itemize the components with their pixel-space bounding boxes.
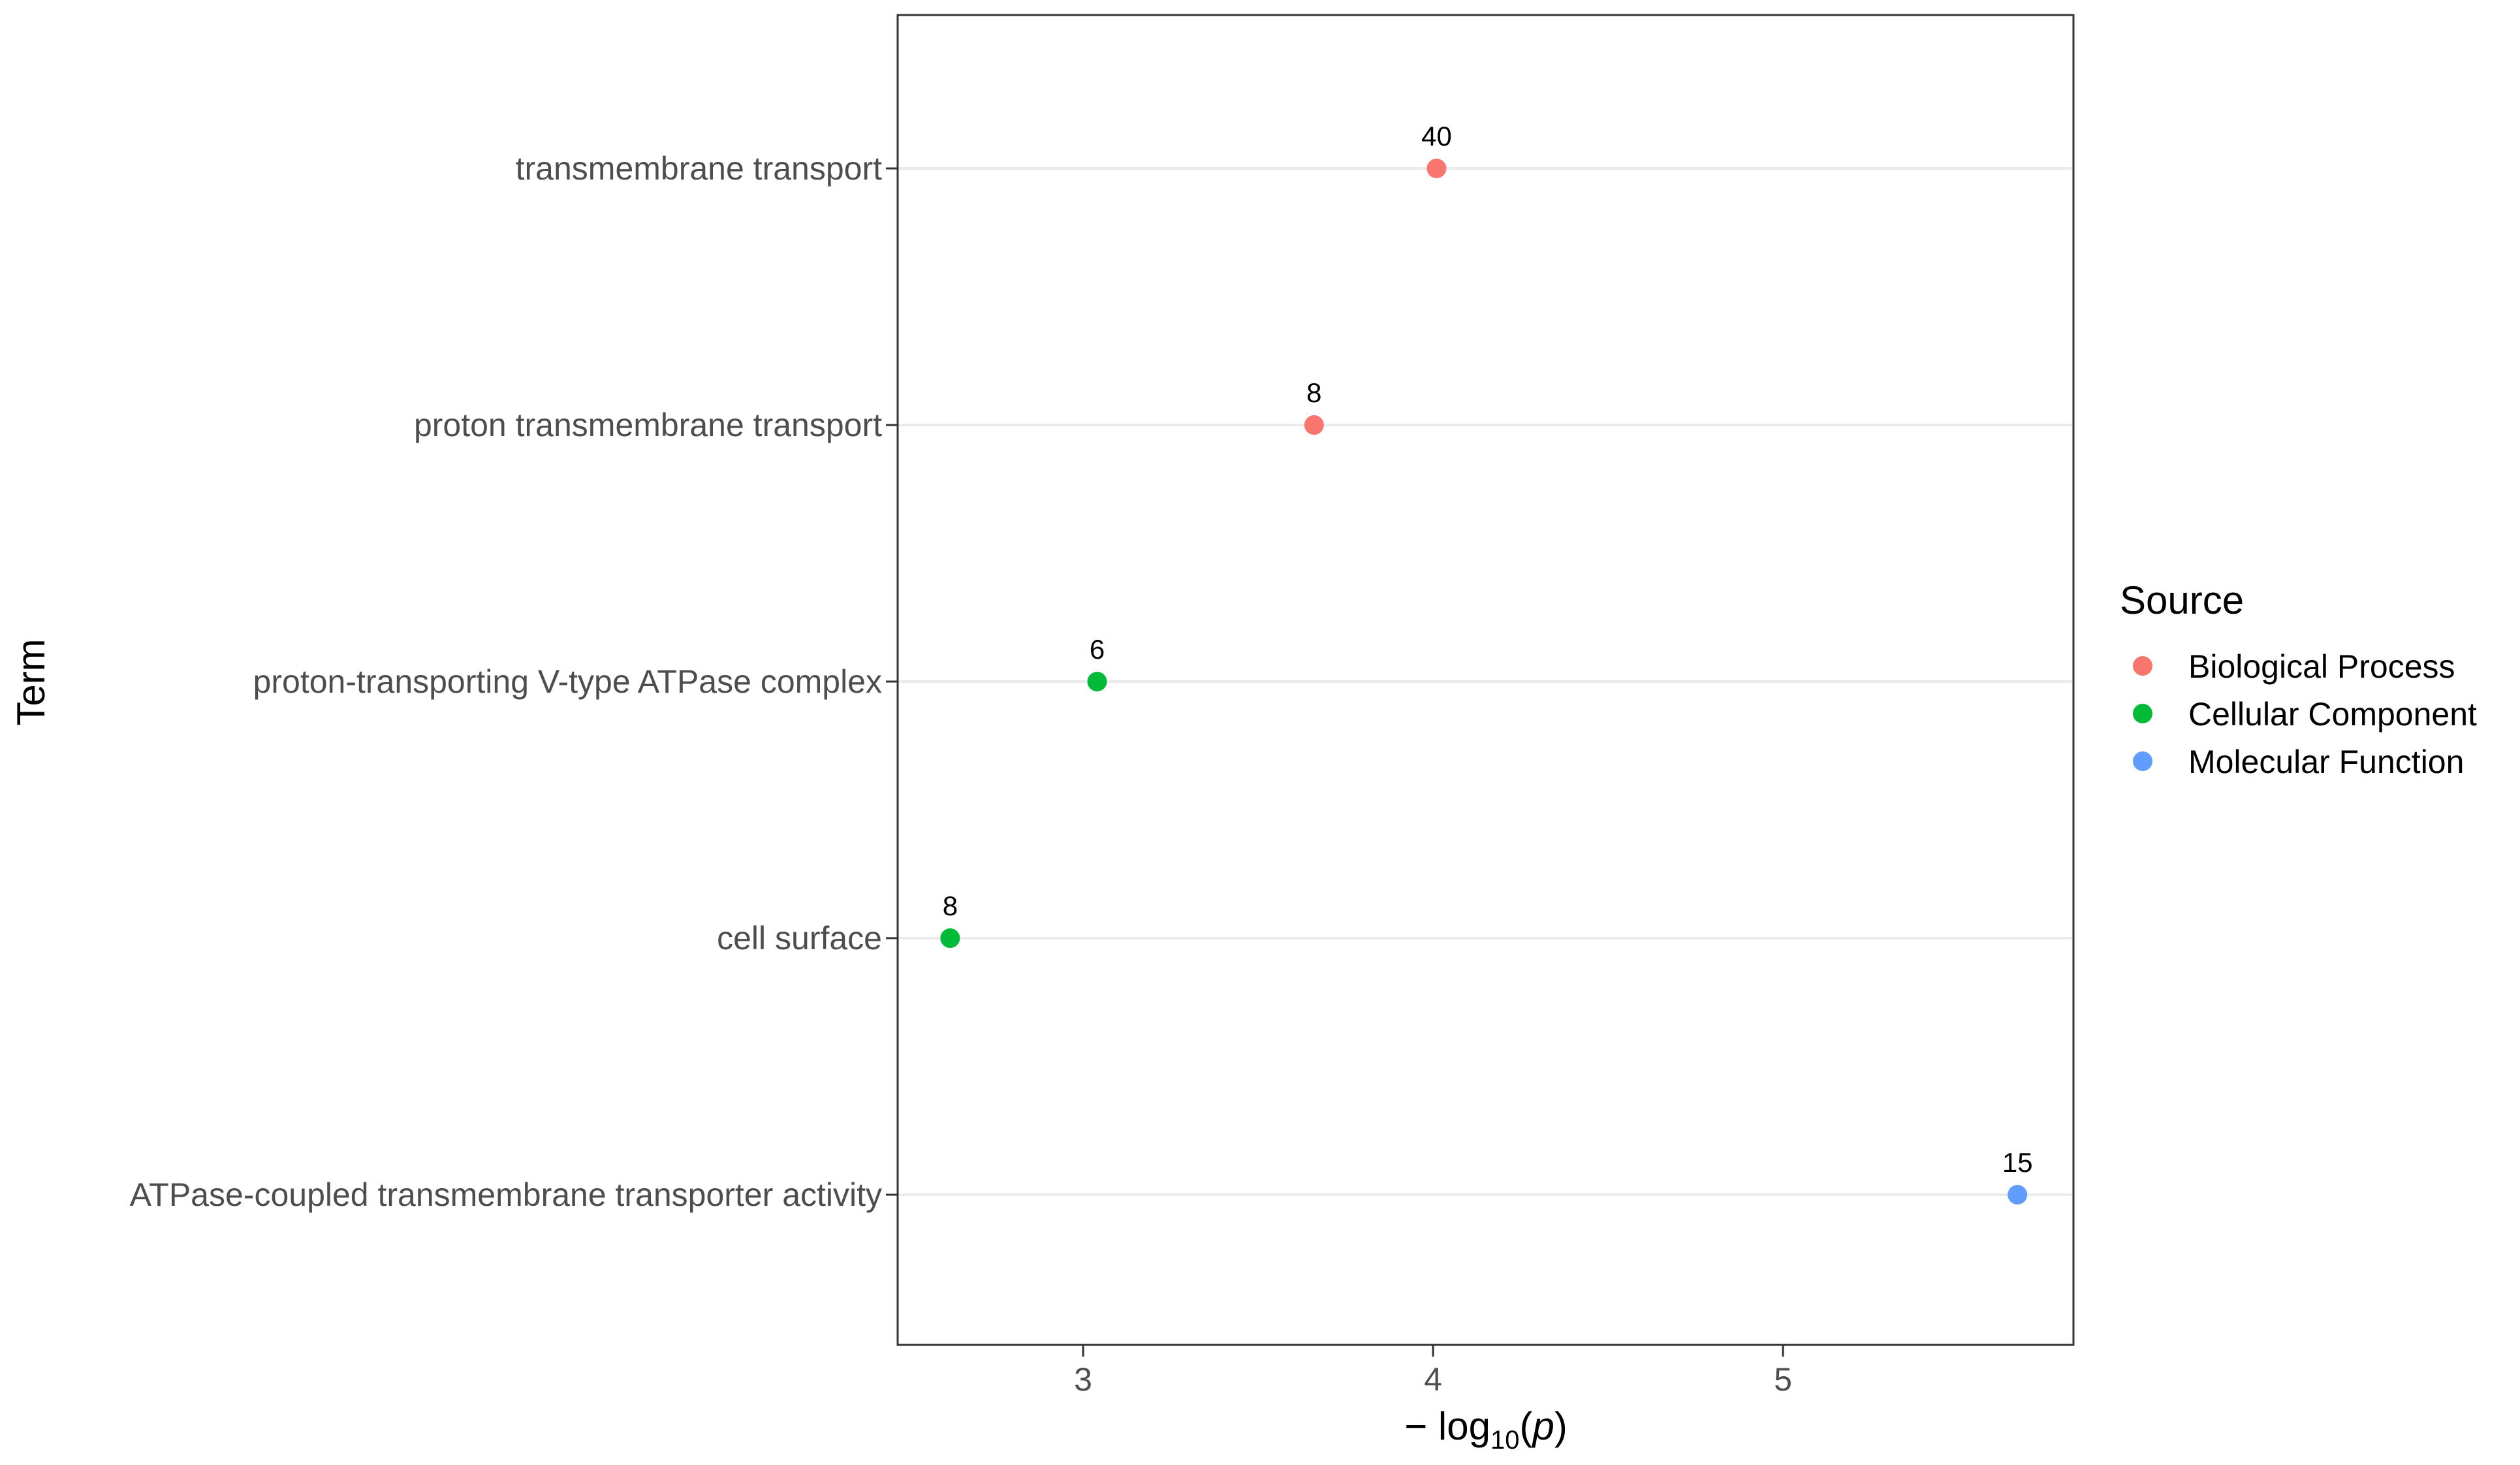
point-proton-transmembrane-transport: [1304, 415, 1324, 435]
panel-border: [896, 14, 2075, 1346]
legend-key-cellular-component: [2133, 704, 2152, 723]
data-label-proton-transmembrane-transport: 8: [1306, 377, 1321, 408]
x-axis-title-variable: p: [1531, 1404, 1554, 1448]
x-axis: 3 4 5: [1074, 1345, 1792, 1398]
legend-label-biological-process: Biological Process: [2188, 648, 2455, 685]
legend: Source Biological Process Cellular Compon…: [2120, 578, 2477, 780]
legend-key-molecular-function: [2133, 751, 2152, 771]
y-tick-label-cell-surface: cell surface: [717, 920, 882, 956]
data-label-cell-surface: 8: [943, 890, 958, 921]
x-axis-title-open-paren: (: [1519, 1404, 1532, 1448]
legend-key-biological-process: [2133, 656, 2152, 676]
legend-label-molecular-function: Molecular Function: [2188, 744, 2464, 780]
y-tick-label-proton-transporting-v-type-atpase-complex: proton-transporting V-type ATPase comple…: [253, 663, 882, 700]
point-transmembrane-transport: [1426, 159, 1447, 178]
data-label-proton-transporting-v-type-atpase-complex: 6: [1090, 634, 1105, 665]
x-tick-label-3: 3: [1074, 1361, 1092, 1398]
points-layer: [940, 159, 2028, 1205]
x-axis-title: − log10(p): [1404, 1404, 1567, 1455]
x-axis-title-subscript: 10: [1490, 1426, 1520, 1455]
x-axis-title-close-paren: ): [1554, 1404, 1567, 1448]
legend-title: Source: [2120, 578, 2244, 622]
x-tick-label-4: 4: [1424, 1361, 1442, 1398]
data-labels-layer: 40 8 6 8 15: [943, 121, 2033, 1178]
y-axis-title: Term: [9, 638, 53, 725]
legend-items: Biological Process Cellular Component Mole…: [2133, 648, 2477, 780]
point-proton-transporting-v-type-atpase-complex: [1087, 672, 1107, 691]
point-atpase-coupled-transmembrane-transporter-activity: [2008, 1185, 2028, 1205]
data-label-transmembrane-transport: 40: [1421, 121, 1452, 151]
point-cell-surface: [940, 928, 960, 948]
y-tick-label-proton-transmembrane-transport: proton transmembrane transport: [414, 407, 882, 443]
legend-label-cellular-component: Cellular Component: [2188, 696, 2477, 732]
y-axis: transmembrane transport proton transmembr…: [130, 150, 898, 1213]
x-tick-label-5: 5: [1774, 1361, 1792, 1398]
y-tick-label-atpase-coupled-transmembrane-transporter-activity: ATPase-coupled transmembrane transporter…: [130, 1176, 882, 1213]
y-tick-label-transmembrane-transport: transmembrane transport: [516, 150, 882, 187]
x-axis-title-prefix: − log: [1404, 1404, 1490, 1448]
data-label-atpase-coupled-transmembrane-transporter-activity: 15: [2002, 1147, 2033, 1178]
grid-layer: [898, 167, 2073, 1196]
